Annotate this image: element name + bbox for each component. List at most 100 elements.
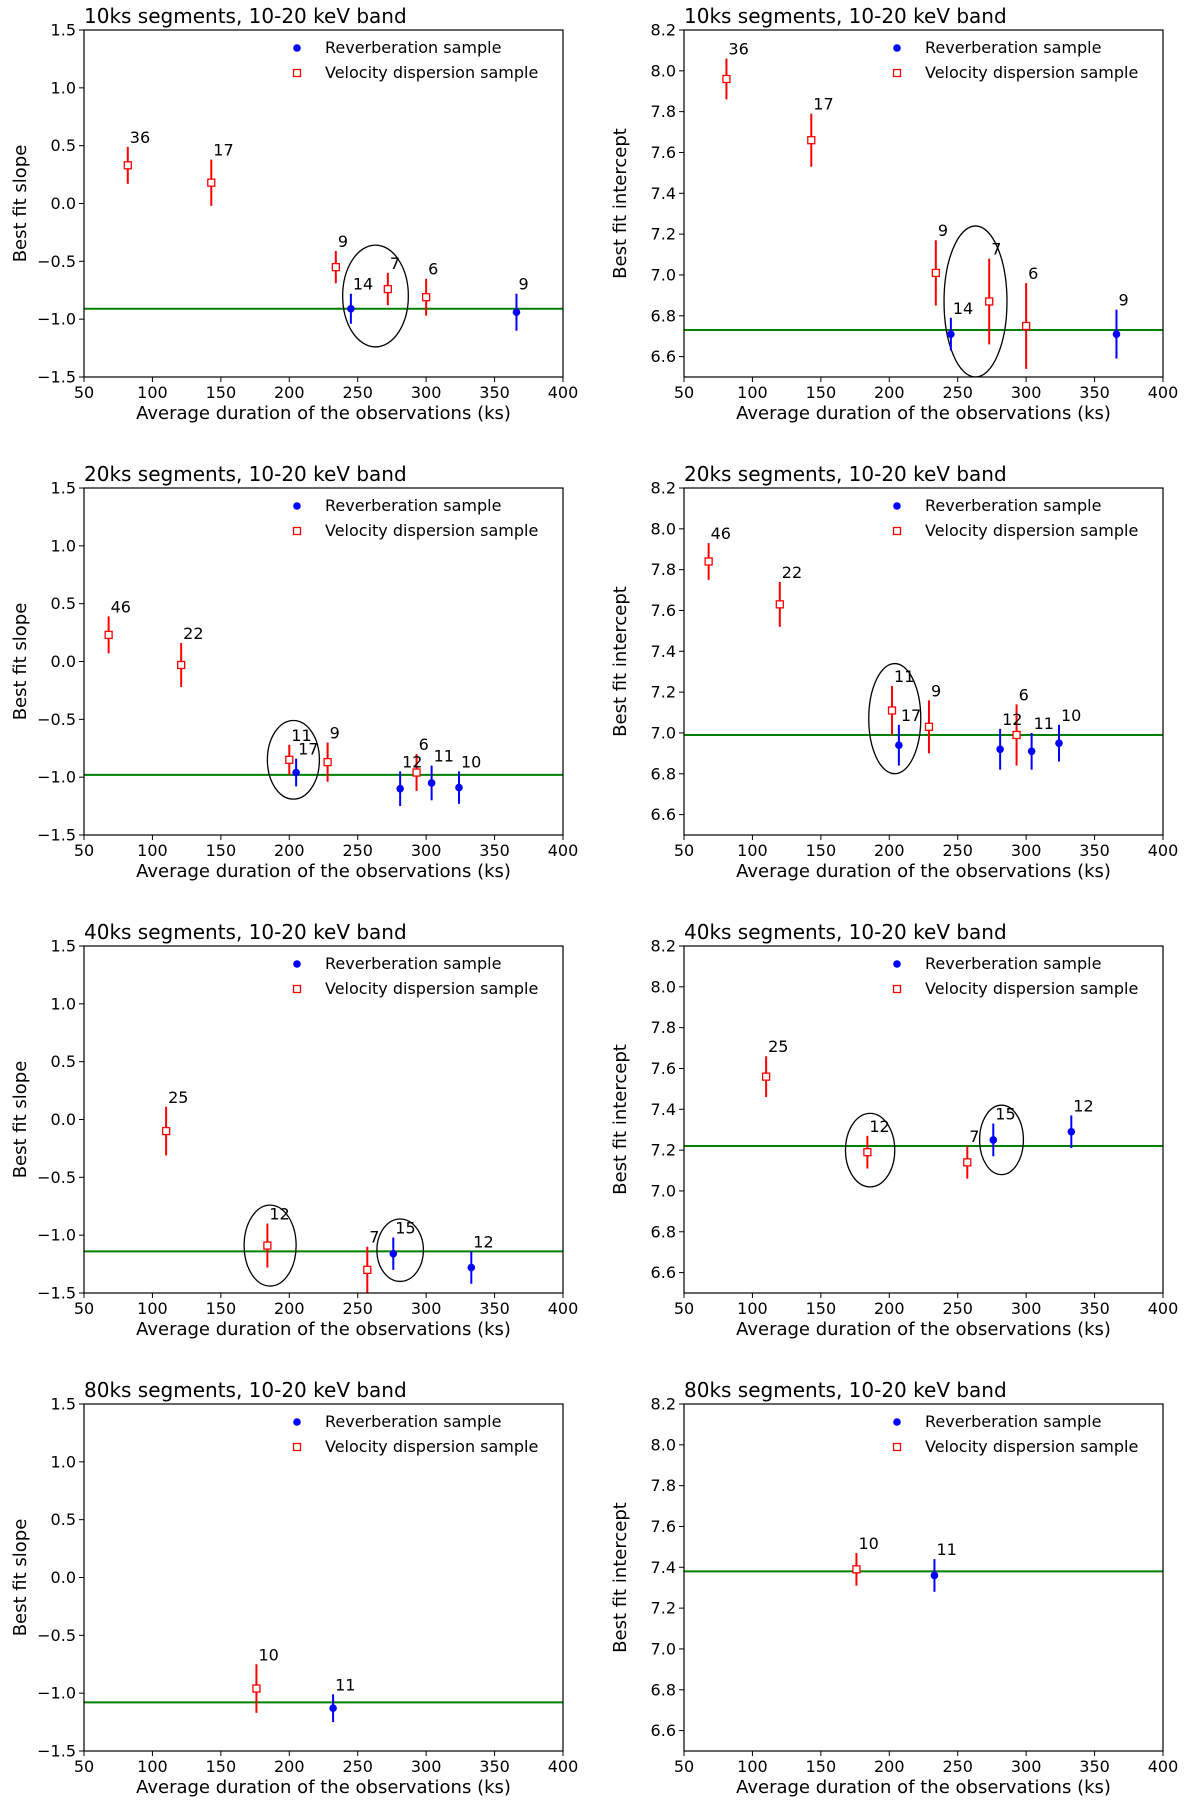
data-point-reverberation — [347, 304, 355, 313]
panel-title: 20ks segments, 10-20 keV band — [684, 462, 1007, 486]
x-tick-label: 200 — [874, 383, 905, 402]
legend: Reverberation sample Velocity dispersion … — [892, 954, 1138, 998]
point-label: 11 — [434, 747, 454, 766]
x-tick-label: 250 — [342, 383, 373, 402]
data-point-velocity — [421, 293, 431, 302]
y-tick-label: −1.5 — [37, 1742, 76, 1761]
data-point-reverberation — [1067, 1127, 1076, 1136]
y-tick-label: 1.5 — [51, 937, 76, 956]
x-tick-label: 150 — [806, 1757, 837, 1776]
point-label: 7 — [969, 1127, 979, 1146]
data-point-velocity — [104, 630, 113, 640]
y-tick-label: 0.5 — [51, 136, 76, 155]
x-tick-label: 50 — [74, 841, 94, 860]
legend-label-reverberation: Reverberation sample — [925, 496, 1101, 515]
y-tick-label: 8.0 — [651, 977, 676, 996]
x-tick-label: 300 — [1011, 1299, 1042, 1318]
data-point-velocity — [1012, 730, 1021, 740]
y-tick-label: 8.0 — [651, 519, 676, 538]
data-point-reverberation — [1112, 330, 1121, 338]
x-axis-label: Average duration of the observations (ks… — [736, 1777, 1111, 1798]
highlight-ellipse — [342, 244, 410, 348]
point-label: 46 — [711, 524, 731, 543]
point-label: 14 — [953, 299, 973, 318]
data-point-velocity — [177, 660, 186, 670]
point-label: 12 — [269, 1205, 289, 1224]
data-point-reverberation — [329, 1704, 337, 1713]
x-tick-label: 100 — [737, 1299, 768, 1318]
y-axis-label: Best fit intercept — [610, 1044, 631, 1195]
panel-2: 10ks segments, 10-20 keV band 36 17 9 7 6 14 9 5… — [610, 4, 1178, 424]
y-tick-label: −1.0 — [37, 1684, 76, 1703]
legend-marker-reverberation — [893, 960, 901, 968]
y-tick-label: 7.4 — [651, 1100, 676, 1119]
axes-frame — [683, 29, 1164, 378]
x-tick-label: 150 — [806, 841, 837, 860]
point-label: 25 — [768, 1037, 788, 1056]
x-tick-label: 250 — [342, 841, 373, 860]
data-point-reverberation — [996, 745, 1004, 754]
legend-marker-reverberation — [293, 44, 301, 52]
panel-1: 10ks segments, 10-20 keV band 36 17 9 7 6 14 9 5… — [10, 4, 578, 424]
y-tick-label: 0.5 — [51, 1052, 76, 1071]
x-tick-label: 250 — [342, 1299, 373, 1318]
point-label: 10 — [461, 752, 481, 771]
y-tick-label: −0.5 — [37, 1626, 76, 1645]
data-point-reverberation — [989, 1136, 998, 1144]
y-tick-label: 6.6 — [651, 1721, 676, 1740]
point-label: 11 — [936, 1540, 956, 1559]
point-label: 6 — [428, 260, 438, 279]
x-tick-label: 200 — [874, 1757, 905, 1776]
y-tick-label: 8.2 — [651, 1395, 676, 1414]
y-tick-label: 6.8 — [651, 306, 676, 325]
point-label: 9 — [518, 275, 528, 294]
legend-marker-velocity — [292, 526, 302, 536]
x-tick-label: 100 — [737, 1757, 768, 1776]
y-tick-label: 6.8 — [651, 1680, 676, 1699]
x-tick-label: 350 — [1079, 841, 1110, 860]
data-point-reverberation — [292, 768, 300, 777]
x-tick-label: 100 — [137, 1757, 168, 1776]
data-point-velocity — [887, 706, 897, 715]
y-tick-label: 0.0 — [51, 1110, 76, 1129]
x-tick-label: 150 — [206, 1757, 237, 1776]
y-tick-label: −0.5 — [37, 252, 76, 271]
point-label: 17 — [298, 740, 318, 759]
plot-area — [84, 1664, 563, 1723]
x-tick-label: 100 — [737, 841, 768, 860]
data-point-reverberation — [396, 784, 404, 793]
legend-label-velocity: Velocity dispersion sample — [925, 979, 1138, 998]
y-tick-label: 0.0 — [51, 194, 76, 213]
point-label: 9 — [938, 221, 948, 240]
x-axis-label: Average duration of the observations (ks… — [136, 403, 511, 424]
x-tick-label: 350 — [479, 383, 510, 402]
data-point-velocity — [363, 1265, 372, 1275]
legend-label-reverberation: Reverberation sample — [925, 954, 1101, 973]
point-label: 9 — [338, 232, 348, 251]
legend-label-velocity: Velocity dispersion sample — [325, 979, 538, 998]
y-tick-label: 1.0 — [51, 536, 76, 555]
data-point-velocity — [985, 297, 994, 306]
point-label: 17 — [813, 95, 833, 114]
legend-label-velocity: Velocity dispersion sample — [925, 63, 1138, 82]
y-tick-label: 0.0 — [51, 652, 76, 671]
x-tick-label: 50 — [74, 1757, 94, 1776]
legend: Reverberation sample Velocity dispersion … — [292, 954, 538, 998]
point-label: 36 — [728, 40, 748, 59]
y-tick-label: 7.8 — [651, 1476, 676, 1495]
x-tick-label: 50 — [74, 1299, 94, 1318]
legend-label-reverberation: Reverberation sample — [325, 38, 501, 57]
point-label: 46 — [111, 597, 131, 616]
legend-label-reverberation: Reverberation sample — [325, 496, 501, 515]
axes-frame — [83, 1403, 564, 1752]
y-tick-label: 1.5 — [51, 21, 76, 40]
y-tick-label: −0.5 — [37, 710, 76, 729]
x-axis-label: Average duration of the observations (ks… — [736, 1319, 1111, 1340]
highlight-ellipse — [943, 225, 1008, 377]
legend: Reverberation sample Velocity dispersion … — [892, 496, 1138, 540]
panel-5: 40ks segments, 10-20 keV band 25 12 7 15 12 50… — [10, 920, 578, 1340]
axes-frame — [683, 487, 1164, 836]
y-axis-label: Best fit intercept — [610, 586, 631, 737]
y-tick-label: 7.2 — [651, 225, 676, 244]
data-point-reverberation — [1027, 747, 1036, 756]
